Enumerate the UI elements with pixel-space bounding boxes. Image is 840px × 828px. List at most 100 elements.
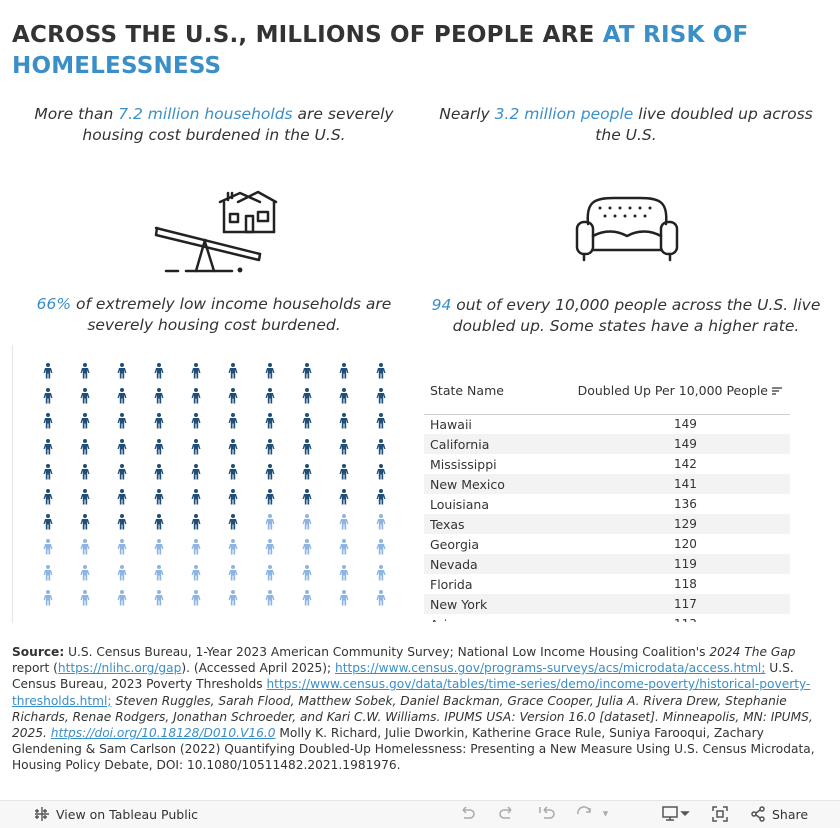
person-icon (80, 589, 90, 606)
doubled-up-value-cell: 113 (674, 617, 697, 622)
column-header-value[interactable]: Doubled Up Per 10,000 People (577, 383, 768, 398)
person-icon (80, 539, 90, 555)
person-icon (228, 463, 238, 480)
state-name-cell: Georgia (430, 537, 480, 552)
view-on-tableau-link[interactable]: View on Tableau Public (56, 807, 199, 822)
table-row[interactable]: Arizona 113 (424, 614, 790, 622)
person-icon (154, 388, 164, 404)
table-row[interactable]: Georgia 120 (424, 534, 790, 554)
person-icon (80, 413, 90, 429)
revert-icon[interactable] (538, 806, 556, 825)
person-icon (302, 539, 312, 555)
people-grid (34, 360, 394, 610)
redo-icon[interactable] (498, 806, 516, 825)
person-icon (154, 589, 164, 606)
person-icon (43, 363, 53, 379)
person-icon (80, 514, 90, 530)
state-name-cell: Texas (430, 517, 465, 532)
page-title: ACROSS THE U.S., MILLIONS OF PEOPLE ARE … (12, 22, 749, 79)
state-name-cell: New York (430, 597, 488, 612)
source-link-doi[interactable]: https://doi.org/10.18128/D010.V16.0 (50, 726, 276, 741)
person-icon (154, 489, 164, 505)
person-icon (228, 438, 238, 455)
source-link-poverty-thresholds[interactable]: https://www.census.gov/data/tables/time-… (12, 677, 811, 708)
person-icon (376, 489, 386, 505)
person-icon (302, 463, 312, 480)
person-icon (117, 514, 127, 530)
column-header-state[interactable]: State Name (430, 383, 504, 398)
doubled-up-value-cell: 117 (674, 597, 697, 611)
table-row[interactable]: Mississippi 142 (424, 454, 790, 474)
person-icon (265, 539, 275, 555)
person-icon (228, 363, 238, 379)
table-row[interactable]: Texas 129 (424, 514, 790, 534)
person-icon (80, 388, 90, 404)
table-row[interactable]: Nevada 119 (424, 554, 790, 574)
table-row[interactable]: Florida 118 (424, 574, 790, 594)
person-icon (302, 388, 312, 404)
person-icon (43, 514, 53, 530)
source-link-nlihc[interactable]: https://nlihc.org/gap (57, 661, 182, 676)
person-icon (154, 363, 164, 379)
person-icon (117, 388, 127, 404)
person-icon (302, 363, 312, 379)
share-icon[interactable] (750, 806, 766, 825)
person-icon (228, 388, 238, 404)
table-row[interactable]: Hawaii 149 (424, 414, 790, 434)
source-link-census-microdata[interactable]: https://www.census.gov/programs-surveys/… (334, 661, 766, 676)
person-icon (191, 489, 201, 505)
person-icon (80, 438, 90, 455)
fullscreen-icon[interactable] (712, 806, 728, 825)
person-icon (228, 539, 238, 555)
person-icon (265, 514, 275, 530)
person-icon (302, 413, 312, 429)
person-icon (80, 489, 90, 505)
state-name-cell: California (430, 437, 490, 452)
person-icon (376, 413, 386, 429)
person-icon (265, 388, 275, 404)
stat-per10k: 94 out of every 10,000 people across the… (431, 296, 821, 335)
person-icon (265, 489, 275, 505)
table-row[interactable]: California 149 (424, 434, 790, 454)
doubled-up-table[interactable]: State Name Doubled Up Per 10,000 People … (424, 372, 790, 622)
person-icon (117, 363, 127, 379)
person-icon (117, 489, 127, 505)
person-icon (265, 564, 275, 581)
share-button[interactable]: Share (772, 807, 809, 822)
refresh-icon[interactable] (576, 806, 609, 825)
person-icon (228, 564, 238, 581)
person-icon (339, 363, 349, 379)
person-icon (265, 438, 275, 455)
table-row[interactable]: New Mexico 141 (424, 474, 790, 494)
table-row[interactable]: Louisiana 136 (424, 494, 790, 514)
doubled-up-value-cell: 149 (674, 417, 697, 431)
person-icon (43, 438, 53, 455)
doubled-up-value-cell: 141 (674, 477, 697, 491)
device-layout-icon[interactable] (662, 806, 692, 825)
person-icon (80, 363, 90, 379)
person-icon (191, 589, 201, 606)
couch-icon (574, 194, 680, 270)
state-name-cell: Mississippi (430, 457, 497, 472)
person-icon (154, 539, 164, 555)
person-icon (376, 589, 386, 606)
undo-icon[interactable] (458, 806, 476, 825)
person-icon (154, 514, 164, 530)
person-icon (191, 438, 201, 455)
person-icon (43, 413, 53, 429)
person-icon (117, 564, 127, 581)
person-icon (43, 463, 53, 480)
sort-icon[interactable] (772, 384, 782, 399)
person-icon (154, 463, 164, 480)
person-icon (43, 564, 53, 581)
table-row[interactable]: New York 117 (424, 594, 790, 614)
person-icon (191, 363, 201, 379)
person-icon (43, 489, 53, 505)
doubled-up-value-cell: 142 (674, 457, 697, 471)
person-icon (191, 564, 201, 581)
person-icon (339, 463, 349, 480)
person-icon (302, 514, 312, 530)
person-icon (265, 363, 275, 379)
person-icon (117, 539, 127, 555)
person-icon (191, 539, 201, 555)
